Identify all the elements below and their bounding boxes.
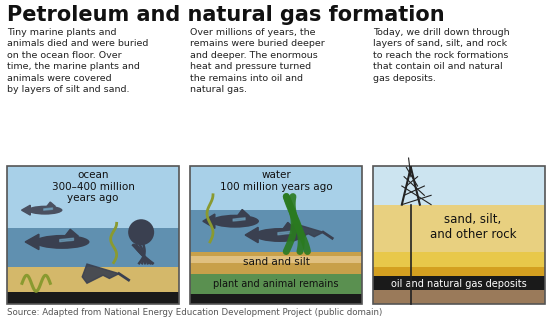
- Bar: [7, 166, 179, 304]
- Text: Today, we drill down through
layers of sand, silt, and rock
to reach the rock fo: Today, we drill down through layers of s…: [373, 28, 509, 83]
- Text: Tiny marine plants and
animals died and were buried
on the ocean floor. Over
tim: Tiny marine plants and animals died and …: [7, 28, 148, 94]
- Bar: [190, 274, 362, 294]
- Bar: [373, 166, 545, 205]
- Bar: [7, 166, 179, 228]
- Text: oil and natural gas deposits: oil and natural gas deposits: [391, 279, 527, 289]
- Bar: [190, 166, 362, 210]
- Polygon shape: [283, 222, 296, 230]
- Bar: [373, 205, 545, 253]
- Text: water
100 million years ago: water 100 million years ago: [220, 170, 332, 192]
- Bar: [7, 267, 179, 291]
- Bar: [190, 166, 362, 252]
- Bar: [190, 166, 362, 304]
- Text: ocean
300–400 million
years ago: ocean 300–400 million years ago: [51, 170, 135, 203]
- Text: Source: Adapted from National Energy Education Development Project (public domai: Source: Adapted from National Energy Edu…: [7, 308, 382, 317]
- Text: Petroleum and natural gas formation: Petroleum and natural gas formation: [7, 5, 444, 25]
- Polygon shape: [25, 234, 39, 250]
- Polygon shape: [47, 202, 56, 207]
- Circle shape: [128, 219, 154, 245]
- Bar: [373, 267, 545, 278]
- Bar: [7, 166, 179, 304]
- Polygon shape: [237, 210, 250, 216]
- Bar: [190, 256, 362, 263]
- Polygon shape: [289, 223, 323, 241]
- Polygon shape: [82, 264, 119, 283]
- Polygon shape: [22, 205, 30, 215]
- Polygon shape: [65, 229, 78, 236]
- Bar: [373, 290, 545, 304]
- Ellipse shape: [254, 228, 306, 242]
- Bar: [190, 294, 362, 304]
- Bar: [7, 291, 179, 304]
- Bar: [373, 252, 545, 268]
- Ellipse shape: [211, 215, 259, 228]
- Text: sand, silt,
and other rock: sand, silt, and other rock: [429, 213, 516, 241]
- Bar: [190, 252, 362, 274]
- Text: plant and animal remains: plant and animal remains: [213, 279, 339, 289]
- Polygon shape: [245, 227, 258, 243]
- Text: Over millions of years, the
remains were buried deeper
and deeper. The enormous
: Over millions of years, the remains were…: [190, 28, 325, 94]
- Bar: [373, 166, 545, 304]
- Polygon shape: [203, 214, 215, 228]
- Ellipse shape: [28, 206, 62, 215]
- Ellipse shape: [34, 235, 89, 249]
- Bar: [373, 276, 545, 290]
- Text: sand and silt: sand and silt: [242, 257, 310, 267]
